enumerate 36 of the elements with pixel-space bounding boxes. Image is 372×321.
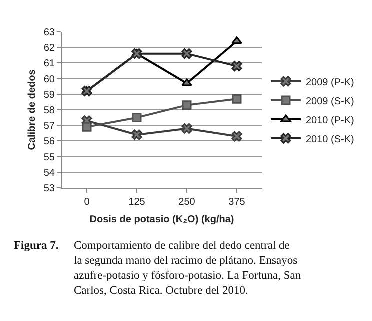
y-tick-label: 60 xyxy=(44,74,56,86)
x-tick-label: 250 xyxy=(178,197,196,208)
legend-label: 2009 (P-K) xyxy=(306,77,354,88)
y-tick-label: 63 xyxy=(44,28,56,38)
legend-label: 2010 (P-K) xyxy=(306,115,354,126)
y-tick-label: 55 xyxy=(44,152,56,164)
point xyxy=(132,130,142,140)
point xyxy=(232,61,242,72)
point xyxy=(232,131,242,142)
point xyxy=(132,48,142,60)
text: Figura 7. xyxy=(14,240,59,252)
x-axis-title: Dosis de potasio (K₂O) (kg/ha) xyxy=(90,214,234,226)
point xyxy=(182,100,192,110)
point xyxy=(182,123,192,134)
y-tick-label: 61 xyxy=(44,58,56,70)
text: Comportamiento de calibre del dedo central de la segunda mano del racimo de plátano. Ensayos azufre-potasio y fósforo-potasio. La Fortuna, San Carlos, Costa Rica. Octubre del 2010. xyxy=(74,240,302,297)
x-tick-label: 375 xyxy=(228,197,246,208)
point xyxy=(232,94,242,104)
point xyxy=(182,78,192,86)
y-axis-title: Calibre de dedos xyxy=(26,69,38,150)
y-tick-label: 62 xyxy=(44,43,56,54)
point xyxy=(182,48,192,60)
y-tick-label: 53 xyxy=(44,184,56,194)
y-tick-label: 59 xyxy=(44,90,56,101)
point xyxy=(82,122,92,132)
y-tick-label: 54 xyxy=(44,168,56,179)
y-tick-label: 56 xyxy=(44,136,56,148)
x-tick-label: 0 xyxy=(84,197,90,208)
point xyxy=(82,86,92,97)
legend-label: 2009 (S-K) xyxy=(306,96,354,108)
y-tick-label: 57 xyxy=(44,121,56,132)
point xyxy=(132,113,142,123)
y-tick-label: 58 xyxy=(44,106,56,116)
point xyxy=(232,36,242,44)
legend-label: 2010 (S-K) xyxy=(306,134,354,146)
x-tick-label: 125 xyxy=(128,197,146,208)
